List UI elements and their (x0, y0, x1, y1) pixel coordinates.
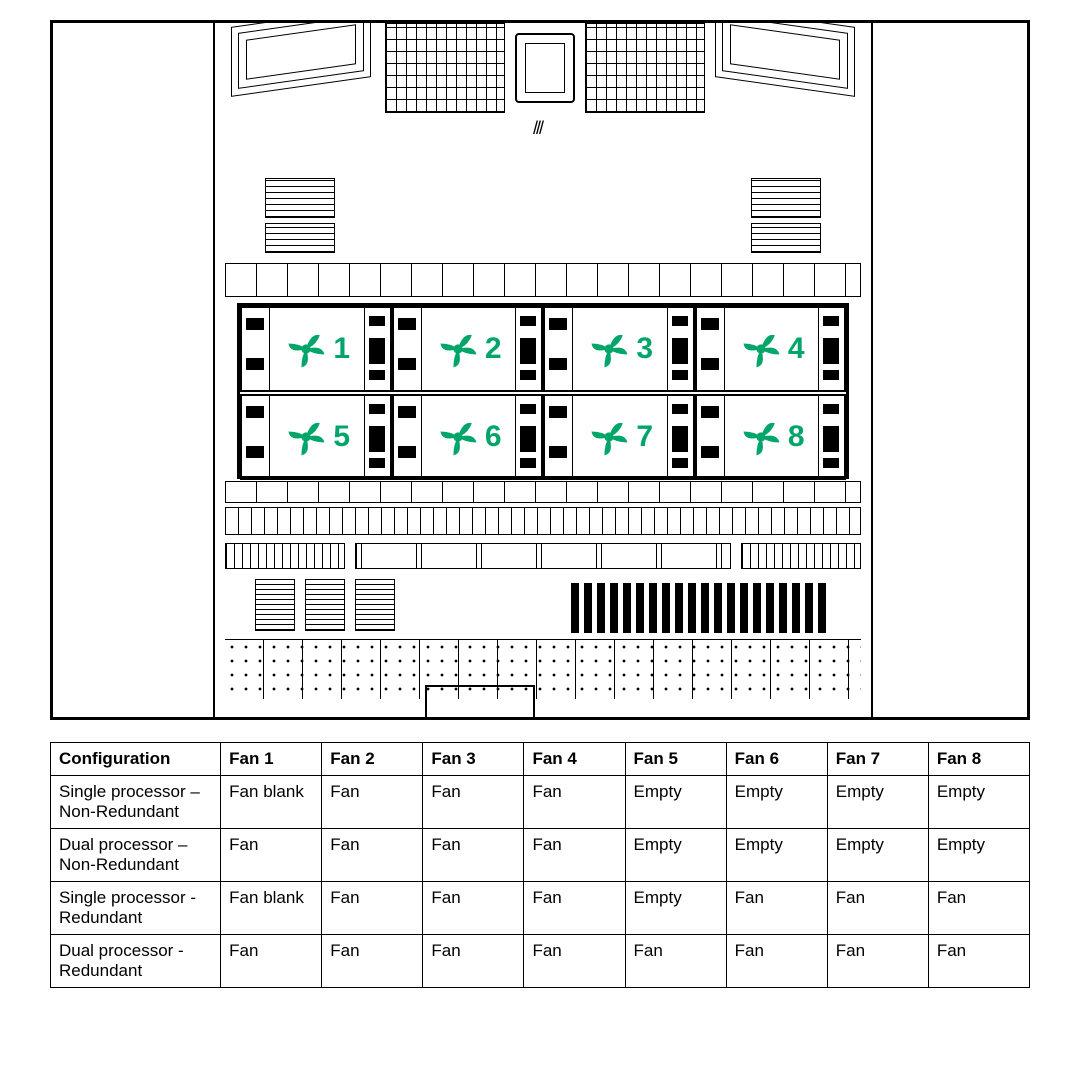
fan-cell: Fan (423, 829, 524, 882)
fan-cell: Fan blank (221, 776, 322, 829)
side-rail-left (265, 223, 335, 253)
fan-slot-3: 3 (543, 306, 695, 392)
config-cell: Single processor - Redundant (51, 882, 221, 935)
fan-cell: Empty (625, 776, 726, 829)
col-configuration: Configuration (51, 743, 221, 776)
fan-cell: Fan (322, 829, 423, 882)
fan-number: 5 (333, 420, 350, 454)
config-cell: Single processor – Non-Redundant (51, 776, 221, 829)
fan-slot-7: 7 (543, 394, 695, 480)
fan-cell: Empty (726, 776, 827, 829)
cross-bar-lower (225, 507, 861, 535)
fan-icon (738, 414, 784, 460)
fan-cell: Fan (524, 935, 625, 988)
fan-slot-8: 8 (695, 394, 847, 480)
fan-cell: Fan (322, 882, 423, 935)
col-fan-6: Fan 6 (726, 743, 827, 776)
fan-icon (283, 326, 329, 372)
fan-cell: Fan (322, 935, 423, 988)
fan-cell: Fan (827, 882, 928, 935)
fan-cell: Fan (726, 882, 827, 935)
fan-cage: 1 2 3 (237, 303, 849, 479)
fan-icon (586, 414, 632, 460)
fan-slot-2: 2 (392, 306, 544, 392)
top-panel-left (231, 20, 371, 97)
fan-number: 2 (485, 332, 502, 366)
fan-cell: Fan (928, 882, 1029, 935)
fan-number: 6 (485, 420, 502, 454)
fan-slot-5: 5 (240, 394, 392, 480)
side-vent-left (265, 178, 335, 218)
col-fan-8: Fan 8 (928, 743, 1029, 776)
fan-number: 1 (333, 332, 350, 366)
fan-cell: Fan (221, 829, 322, 882)
top-panel-right (715, 20, 855, 97)
fan-number: 4 (788, 332, 805, 366)
fan-configuration-table: ConfigurationFan 1Fan 2Fan 3Fan 4Fan 5Fa… (50, 742, 1030, 988)
fan-cell: Empty (928, 829, 1029, 882)
fan-cell: Fan (524, 829, 625, 882)
fan-cell: Fan (322, 776, 423, 829)
fan-cell: Empty (827, 829, 928, 882)
fan-cell: Fan (524, 882, 625, 935)
fan-cell: Fan (928, 935, 1029, 988)
table-row: Single processor - RedundantFan blankFan… (51, 882, 1030, 935)
col-fan-5: Fan 5 (625, 743, 726, 776)
server-fan-diagram: /// 1 (50, 20, 1030, 720)
table-row: Dual processor – Non-RedundantFanFanFanF… (51, 829, 1030, 882)
fan-cell: Fan (524, 776, 625, 829)
fan-icon (738, 326, 784, 372)
side-rail-right (751, 223, 821, 253)
fan-number: 7 (636, 420, 653, 454)
fan-slot-6: 6 (392, 394, 544, 480)
col-fan-3: Fan 3 (423, 743, 524, 776)
fan-cell: Empty (928, 776, 1029, 829)
config-cell: Dual processor – Non-Redundant (51, 829, 221, 882)
side-vent-right (751, 178, 821, 218)
fan-cell: Fan (221, 935, 322, 988)
fan-cell: Empty (726, 829, 827, 882)
fan-icon (435, 326, 481, 372)
fan-cell: Empty (827, 776, 928, 829)
table-row: Dual processor - RedundantFanFanFanFanFa… (51, 935, 1030, 988)
motherboard-area (225, 539, 861, 720)
fan-icon (435, 414, 481, 460)
fan-cell: Empty (625, 829, 726, 882)
cross-bar-upper (225, 263, 861, 297)
fan-number: 3 (636, 332, 653, 366)
cross-bar-mid (225, 481, 861, 503)
fan-cell: Fan (423, 882, 524, 935)
fan-slot-1: 1 (240, 306, 392, 392)
fan-cell: Fan (423, 935, 524, 988)
fan-cell: Fan (625, 935, 726, 988)
fan-number: 8 (788, 420, 805, 454)
rear-io-block: /// (385, 23, 705, 163)
fan-icon (586, 326, 632, 372)
config-cell: Dual processor - Redundant (51, 935, 221, 988)
col-fan-1: Fan 1 (221, 743, 322, 776)
chassis-outline: /// 1 (213, 20, 873, 720)
fan-cell: Fan blank (221, 882, 322, 935)
fan-cell: Empty (625, 882, 726, 935)
col-fan-2: Fan 2 (322, 743, 423, 776)
col-fan-7: Fan 7 (827, 743, 928, 776)
table-row: Single processor – Non-RedundantFan blan… (51, 776, 1030, 829)
col-fan-4: Fan 4 (524, 743, 625, 776)
fan-cell: Fan (423, 776, 524, 829)
fan-icon (283, 414, 329, 460)
fan-cell: Fan (827, 935, 928, 988)
fan-cell: Fan (726, 935, 827, 988)
fan-slot-4: 4 (695, 306, 847, 392)
